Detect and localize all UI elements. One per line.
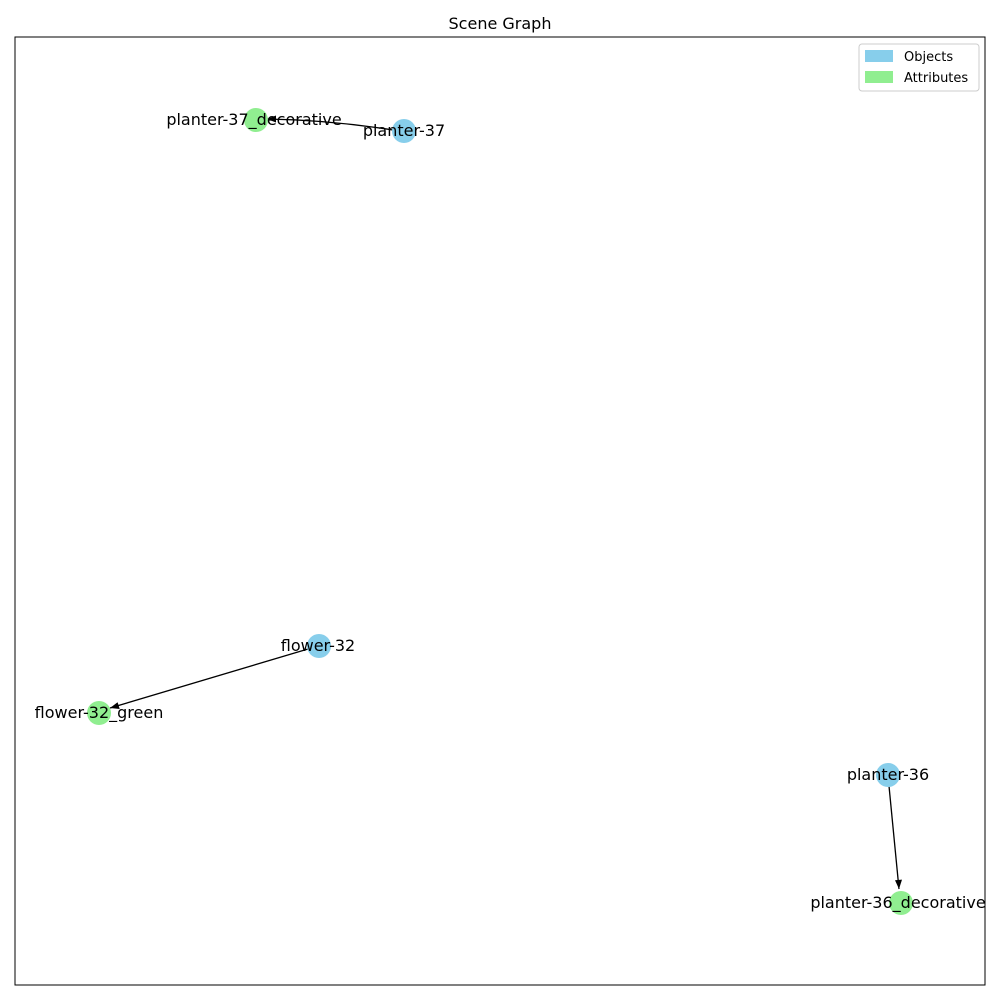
legend-label-objects: Objects bbox=[904, 50, 953, 65]
label-planter-36-decorative: planter-36_decorative bbox=[810, 893, 985, 913]
edges-layer bbox=[109, 115, 902, 890]
legend: Objects Attributes bbox=[858, 43, 980, 92]
legend-swatch-attributes bbox=[865, 71, 893, 83]
edge-planter-36 bbox=[888, 785, 900, 890]
labels-layer: planter-37 planter-37_decorative flower-… bbox=[35, 110, 986, 913]
node-flower-32-green bbox=[87, 701, 111, 725]
label-planter-37: planter-37 bbox=[363, 121, 445, 140]
arrowhead-planter-36 bbox=[895, 879, 902, 889]
label-planter-37-decorative: planter-37_decorative bbox=[166, 110, 341, 130]
arrowhead-planter-37 bbox=[267, 115, 276, 123]
legend-swatch-objects bbox=[865, 50, 893, 62]
plot-frame bbox=[14, 36, 986, 986]
figure-title: Scene Graph bbox=[449, 14, 552, 33]
node-planter-37-decorative bbox=[244, 108, 268, 132]
node-planter-36 bbox=[876, 763, 900, 787]
arrowhead-flower-32 bbox=[110, 702, 120, 709]
nodes-layer bbox=[87, 108, 913, 915]
edge-flower-32 bbox=[109, 648, 309, 709]
node-planter-37 bbox=[392, 119, 416, 143]
legend-label-attributes: Attributes bbox=[904, 71, 968, 86]
node-planter-36-decorative bbox=[889, 891, 913, 915]
label-flower-32: flower-32 bbox=[281, 636, 355, 655]
label-flower-32-green: flower-32_green bbox=[35, 703, 164, 723]
node-flower-32 bbox=[307, 634, 331, 658]
label-planter-36: planter-36 bbox=[847, 765, 929, 784]
edge-planter-37 bbox=[266, 118, 394, 131]
